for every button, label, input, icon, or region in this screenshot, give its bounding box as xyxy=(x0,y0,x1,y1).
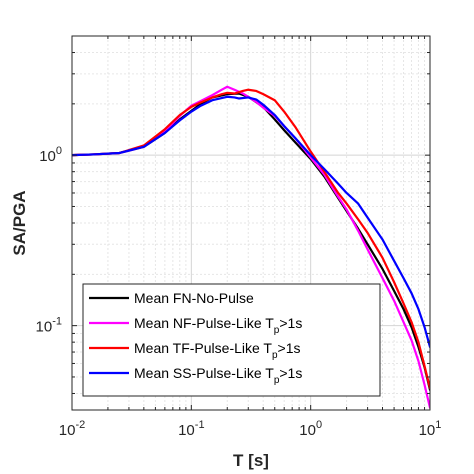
y-axis-label: SA/PGA xyxy=(10,190,29,255)
axis-ticks xyxy=(71,35,431,410)
legend-label-3: Mean TF-Pulse-Like Tp>1s xyxy=(134,340,301,361)
series-line-3 xyxy=(72,88,430,390)
x-tick-label: 100 xyxy=(299,419,322,439)
series-layer xyxy=(72,85,430,409)
legend-label-4: Mean SS-Pulse-Like Tp>1s xyxy=(134,365,302,386)
x-axis-label: T [s] xyxy=(233,451,269,470)
y-tick-label: 100 xyxy=(39,145,62,165)
x-tick-label: 10-2 xyxy=(59,419,85,439)
x-tick-labels: 10-2 10-1 100 101 xyxy=(59,419,442,439)
legend-box xyxy=(82,283,381,397)
y-tick-labels: 10-1 100 xyxy=(36,145,62,335)
legend-label-1: Mean FN-No-Pulse xyxy=(134,290,254,306)
legend-label-2: Mean NF-Pulse-Like Tp>1s xyxy=(134,315,302,336)
x-tick-label: 10-1 xyxy=(178,419,204,439)
y-tick-label: 10-1 xyxy=(36,316,62,336)
series-line-4 xyxy=(72,95,430,349)
legend: Mean FN-No-Pulse Mean NF-Pulse-Like Tp>1s… xyxy=(82,283,381,397)
x-tick-label: 101 xyxy=(419,419,442,439)
